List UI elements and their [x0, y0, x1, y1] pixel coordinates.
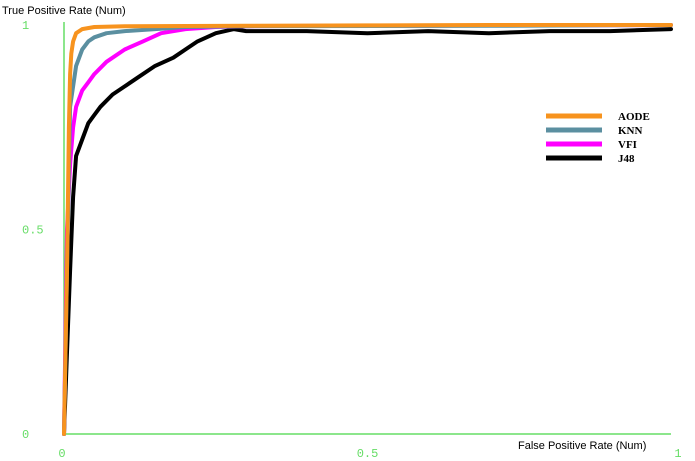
x-tick-label: 0	[58, 447, 65, 461]
y-tick-label: 0	[22, 428, 29, 442]
tick-labels: 0 0.5 1 0 0.5 1	[22, 19, 682, 461]
series-line-vfi	[62, 23, 673, 436]
series-line-j48	[62, 27, 673, 436]
legend-label-knn: KNN	[618, 125, 643, 137]
y-tick-label: 0.5	[22, 224, 44, 238]
x-tick-label: 0.5	[357, 447, 379, 461]
x-axis-title: False Positive Rate (Num)	[518, 440, 646, 452]
y-axis-title: True Positive Rate (Num)	[2, 5, 126, 17]
series-line-knn	[62, 23, 673, 436]
x-tick-label: 1	[674, 447, 681, 461]
legend: AODE KNN VFI J48	[546, 111, 650, 165]
legend-label-j48: J48	[618, 153, 635, 165]
axes	[63, 22, 671, 435]
y-tick-label: 1	[22, 19, 29, 33]
series-lines	[62, 23, 673, 436]
legend-label-vfi: VFI	[618, 139, 637, 151]
series-line-aode	[62, 23, 673, 436]
legend-label-aode: AODE	[618, 111, 650, 123]
